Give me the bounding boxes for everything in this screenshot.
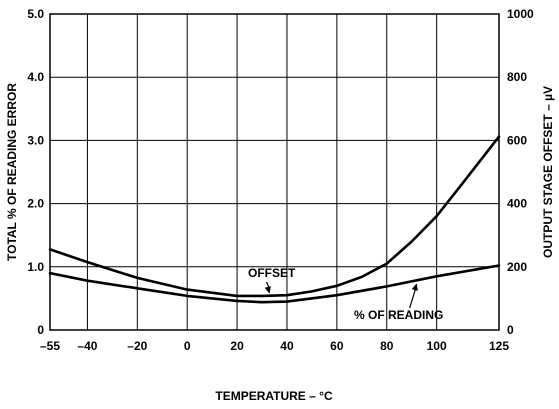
x-tick-label: 60 xyxy=(330,339,344,353)
y-tick-label-left: 2.0 xyxy=(27,197,44,211)
annotation-offset: OFFSET xyxy=(248,266,296,280)
y-tick-label-left: 4.0 xyxy=(27,70,44,84)
arrowhead xyxy=(264,286,271,294)
y-tick-label-right: 0 xyxy=(507,323,514,337)
x-tick-label: 100 xyxy=(427,339,447,353)
x-tick-label: 40 xyxy=(280,339,294,353)
x-tick-label: –55 xyxy=(40,339,60,353)
y-tick-label-left: 1.0 xyxy=(27,260,44,274)
y-tick-label-left: 3.0 xyxy=(27,133,44,147)
x-axis-label: TEMPERATURE – °C xyxy=(215,389,333,403)
x-tick-label: 80 xyxy=(380,339,394,353)
x-tick-label: –20 xyxy=(127,339,147,353)
x-tick-label: 20 xyxy=(230,339,244,353)
annotation-pct-reading: % OF READING xyxy=(354,308,443,322)
x-tick-label: 125 xyxy=(489,339,509,353)
x-tick-label: –40 xyxy=(77,339,97,353)
y-tick-label-right: 600 xyxy=(507,133,527,147)
annotation-leader xyxy=(409,288,417,309)
y-tick-label-left: 5.0 xyxy=(27,7,44,21)
tick-labels: –55 –40 –20 0 20 40 60 80 100 125 0 1.0 2.0 3.0 4.0 5.0… xyxy=(27,7,534,353)
series-line-of-reading xyxy=(48,264,501,304)
y-tick-label-right: 800 xyxy=(507,70,527,84)
x-tick-label: 0 xyxy=(184,339,191,353)
y-axis-label-left: TOTAL % OF READING ERROR xyxy=(5,83,19,261)
series-lines xyxy=(48,135,501,304)
y-axis-label-right: OUTPUT STAGE OFFSET – µV xyxy=(541,86,555,258)
series-line-offset xyxy=(48,135,501,298)
arrowhead xyxy=(411,283,418,291)
y-tick-label-right: 200 xyxy=(507,260,527,274)
y-tick-label-right: 1000 xyxy=(507,7,534,21)
grid-lines xyxy=(50,14,499,330)
y-tick-label-right: 400 xyxy=(507,197,527,211)
annotations: OFFSET % OF READING xyxy=(248,266,443,322)
plot-frame xyxy=(49,13,500,331)
y-tick-label-left: 0 xyxy=(37,323,44,337)
